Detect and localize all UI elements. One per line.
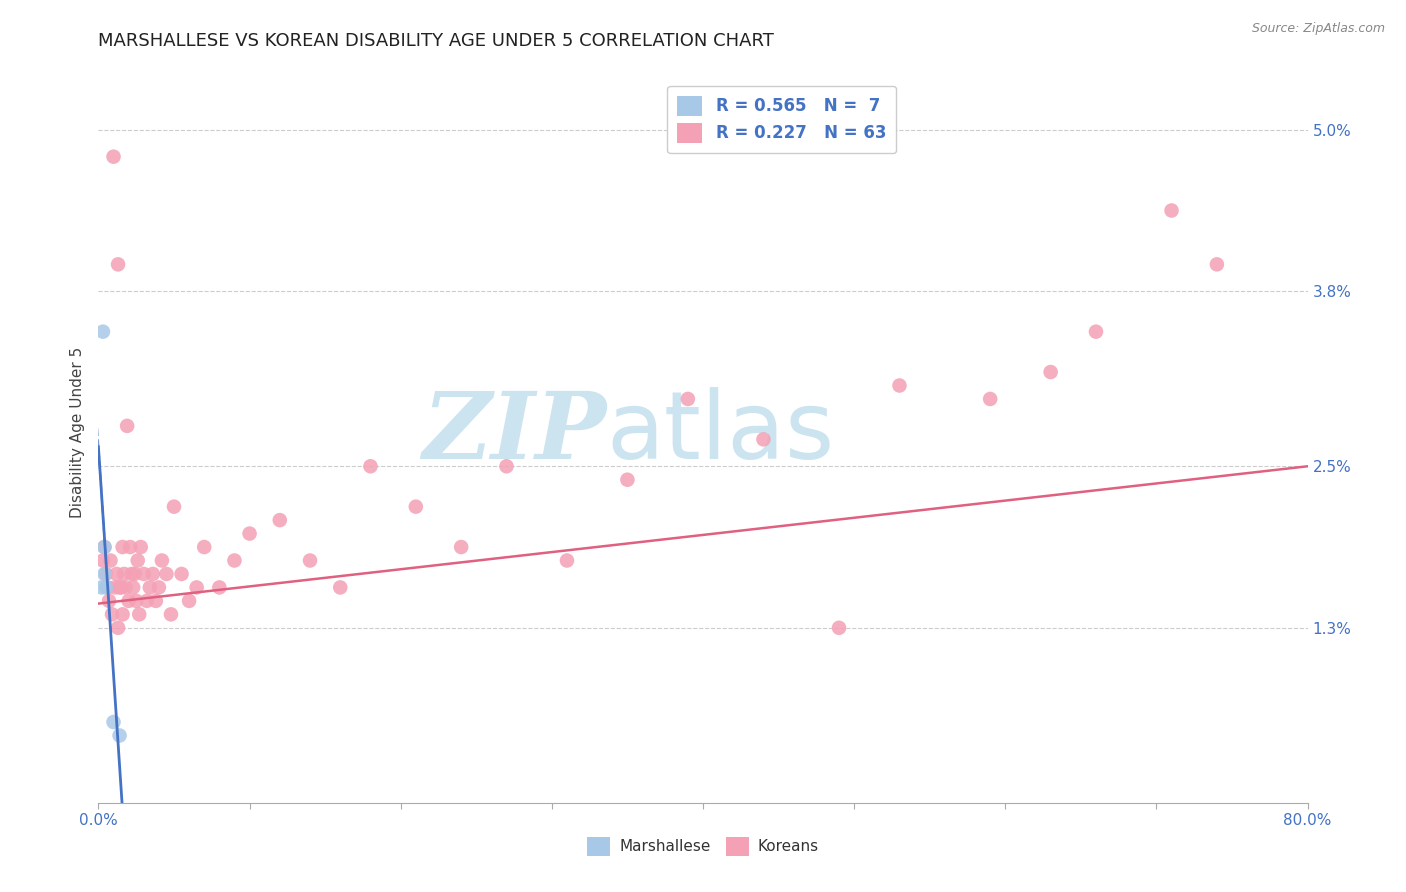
Point xyxy=(148,581,170,595)
Point xyxy=(122,581,145,595)
Point xyxy=(676,392,699,406)
Text: atlas: atlas xyxy=(606,386,835,479)
Point xyxy=(129,540,152,554)
Point xyxy=(208,581,231,595)
Point xyxy=(115,418,138,433)
Point xyxy=(120,540,142,554)
Point xyxy=(108,581,131,595)
Point xyxy=(91,553,114,567)
Point xyxy=(91,325,114,339)
Point xyxy=(979,392,1001,406)
Point xyxy=(111,540,134,554)
Point xyxy=(132,566,155,581)
Point xyxy=(100,553,122,567)
Point xyxy=(90,581,112,595)
Point xyxy=(98,594,121,608)
Point xyxy=(125,594,148,608)
Point xyxy=(94,581,117,595)
Y-axis label: Disability Age Under 5: Disability Age Under 5 xyxy=(69,347,84,518)
Point xyxy=(103,714,125,729)
Point xyxy=(616,473,638,487)
Point xyxy=(135,594,157,608)
Point xyxy=(150,553,173,567)
Legend: Marshallese, Koreans: Marshallese, Koreans xyxy=(581,831,825,862)
Point xyxy=(329,581,352,595)
Point xyxy=(179,594,201,608)
Point xyxy=(93,540,115,554)
Point xyxy=(1160,203,1182,218)
Text: Source: ZipAtlas.com: Source: ZipAtlas.com xyxy=(1251,22,1385,36)
Point xyxy=(128,607,150,622)
Point xyxy=(121,566,143,581)
Point xyxy=(104,581,127,595)
Point xyxy=(107,257,129,271)
Text: MARSHALLESE VS KOREAN DISABILITY AGE UNDER 5 CORRELATION CHART: MARSHALLESE VS KOREAN DISABILITY AGE UND… xyxy=(98,32,775,50)
Point xyxy=(94,566,117,581)
Point xyxy=(118,594,141,608)
Point xyxy=(555,553,578,567)
Point xyxy=(124,566,146,581)
Point xyxy=(108,729,131,743)
Point xyxy=(186,581,208,595)
Point xyxy=(96,581,118,595)
Point xyxy=(1206,257,1229,271)
Point xyxy=(110,581,132,595)
Point xyxy=(101,607,124,622)
Point xyxy=(224,553,246,567)
Point xyxy=(239,526,262,541)
Point xyxy=(142,566,165,581)
Point xyxy=(450,540,472,554)
Point xyxy=(103,150,125,164)
Point xyxy=(107,621,129,635)
Point xyxy=(269,513,291,527)
Point xyxy=(299,553,322,567)
Point xyxy=(145,594,167,608)
Point xyxy=(405,500,427,514)
Point xyxy=(360,459,382,474)
Point xyxy=(155,566,177,581)
Point xyxy=(114,581,136,595)
Point xyxy=(127,553,149,567)
Point xyxy=(93,540,115,554)
Point xyxy=(93,566,115,581)
Point xyxy=(495,459,517,474)
Point xyxy=(752,433,775,447)
Point xyxy=(112,566,135,581)
Point xyxy=(1085,325,1108,339)
Point xyxy=(828,621,851,635)
Point xyxy=(163,500,186,514)
Point xyxy=(193,540,215,554)
Point xyxy=(160,607,183,622)
Text: ZIP: ZIP xyxy=(422,388,606,477)
Point xyxy=(1039,365,1062,379)
Point xyxy=(139,581,162,595)
Point xyxy=(170,566,193,581)
Point xyxy=(889,378,911,392)
Point xyxy=(105,566,128,581)
Point xyxy=(111,607,134,622)
